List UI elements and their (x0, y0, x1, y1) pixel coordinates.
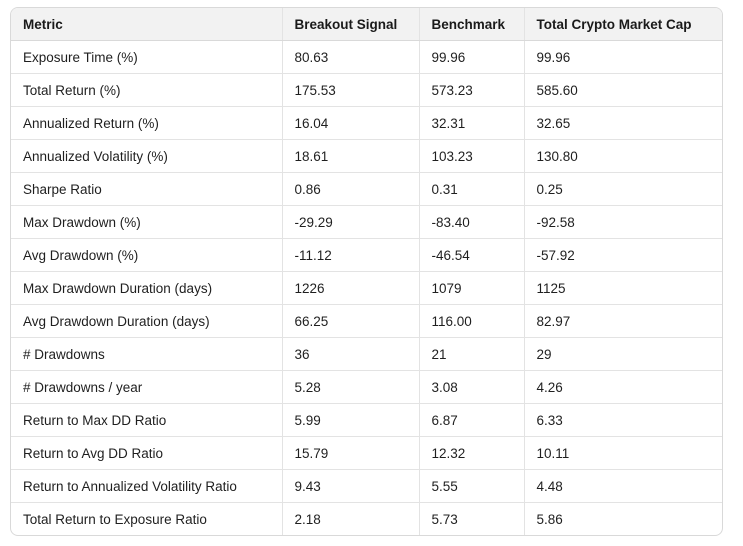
breakout-signal-cell: 18.61 (282, 139, 420, 173)
benchmark-cell: 5.55 (419, 469, 525, 503)
breakout-signal-cell: 5.28 (282, 370, 420, 404)
benchmark-cell: 32.31 (419, 106, 525, 140)
table-header: Metric Breakout Signal Benchmark Total C… (11, 8, 722, 41)
benchmark-cell: -83.40 (419, 205, 525, 239)
benchmark-cell: 12.32 (419, 436, 525, 470)
header-metric: Metric (11, 8, 283, 41)
metric-cell: # Drawdowns (11, 337, 283, 371)
total-crypto-market-cap-cell: 32.65 (524, 106, 722, 140)
table-row: Return to Max DD Ratio 5.99 6.87 6.33 (11, 403, 722, 437)
benchmark-cell: -46.54 (419, 238, 525, 272)
metric-cell: Total Return (%) (11, 73, 283, 107)
header-benchmark: Benchmark (419, 8, 525, 41)
table-row: Return to Avg DD Ratio 15.79 12.32 10.11 (11, 436, 722, 470)
metrics-table: Metric Breakout Signal Benchmark Total C… (11, 8, 722, 535)
table-row: Exposure Time (%) 80.63 99.96 99.96 (11, 40, 722, 74)
metric-cell: Total Return to Exposure Ratio (11, 502, 283, 535)
breakout-signal-cell: 15.79 (282, 436, 420, 470)
breakout-signal-cell: 36 (282, 337, 420, 371)
metrics-table-container: Metric Breakout Signal Benchmark Total C… (10, 7, 723, 536)
metric-cell: Max Drawdown (%) (11, 205, 283, 239)
total-crypto-market-cap-cell: 1125 (524, 271, 722, 305)
metric-cell: Annualized Return (%) (11, 106, 283, 140)
table-row: Annualized Return (%) 16.04 32.31 32.65 (11, 106, 722, 140)
table-body: Exposure Time (%) 80.63 99.96 99.96 Total Re… (11, 40, 722, 535)
metric-cell: # Drawdowns / year (11, 370, 283, 404)
table-row: Avg Drawdown (%) -11.12 -46.54 -57.92 (11, 238, 722, 272)
table-row: Avg Drawdown Duration (days) 66.25 116.00 8… (11, 304, 722, 338)
breakout-signal-cell: 5.99 (282, 403, 420, 437)
metric-cell: Sharpe Ratio (11, 172, 283, 206)
total-crypto-market-cap-cell: -92.58 (524, 205, 722, 239)
breakout-signal-cell: 66.25 (282, 304, 420, 338)
metric-cell: Return to Annualized Volatility Ratio (11, 469, 283, 503)
breakout-signal-cell: -11.12 (282, 238, 420, 272)
benchmark-cell: 103.23 (419, 139, 525, 173)
total-crypto-market-cap-cell: 99.96 (524, 40, 722, 74)
total-crypto-market-cap-cell: 6.33 (524, 403, 722, 437)
total-crypto-market-cap-cell: 4.48 (524, 469, 722, 503)
metric-cell: Avg Drawdown Duration (days) (11, 304, 283, 338)
benchmark-cell: 5.73 (419, 502, 525, 535)
metric-cell: Annualized Volatility (%) (11, 139, 283, 173)
table-row: Max Drawdown Duration (days) 1226 1079 1125 (11, 271, 722, 305)
benchmark-cell: 1079 (419, 271, 525, 305)
breakout-signal-cell: 16.04 (282, 106, 420, 140)
total-crypto-market-cap-cell: 82.97 (524, 304, 722, 338)
total-crypto-market-cap-cell: 4.26 (524, 370, 722, 404)
total-crypto-market-cap-cell: 10.11 (524, 436, 722, 470)
table-row: Annualized Volatility (%) 18.61 103.23 130.… (11, 139, 722, 173)
benchmark-cell: 6.87 (419, 403, 525, 437)
metric-cell: Exposure Time (%) (11, 40, 283, 74)
breakout-signal-cell: 0.86 (282, 172, 420, 206)
metric-cell: Avg Drawdown (%) (11, 238, 283, 272)
breakout-signal-cell: 1226 (282, 271, 420, 305)
total-crypto-market-cap-cell: 5.86 (536, 511, 563, 527)
table-row: Total Return to Exposure Ratio 2.18 5.73 5.… (11, 502, 722, 535)
table-row: # Drawdowns / year 5.28 3.08 4.26 (11, 370, 722, 404)
breakout-signal-cell: 175.53 (282, 73, 420, 107)
benchmark-cell: 21 (419, 337, 525, 371)
benchmark-cell: 99.96 (419, 40, 525, 74)
header-row: Metric Breakout Signal Benchmark Total C… (11, 8, 722, 41)
table-row: Max Drawdown (%) -29.29 -83.40 -92.58 (11, 205, 722, 239)
header-breakout-signal: Breakout Signal (282, 8, 420, 41)
breakout-signal-cell: 80.63 (282, 40, 420, 74)
total-crypto-market-cap-cell: 29 (524, 337, 722, 371)
total-crypto-market-cap-cell: 130.80 (524, 139, 722, 173)
breakout-signal-cell: 9.43 (282, 469, 420, 503)
benchmark-cell: 116.00 (419, 304, 525, 338)
metric-cell: Return to Avg DD Ratio (11, 436, 283, 470)
table-row: Total Return (%) 175.53 573.23 585.60 (11, 73, 722, 107)
breakout-signal-cell: -29.29 (282, 205, 420, 239)
table-row: Return to Annualized Volatility Ratio 9.4… (11, 469, 722, 503)
header-total-crypto-market-cap: Total Crypto Market Cap (524, 8, 722, 41)
total-crypto-market-cap-cell: -57.92 (524, 238, 722, 272)
breakout-signal-cell: 2.18 (282, 502, 420, 535)
benchmark-cell: 3.08 (419, 370, 525, 404)
benchmark-cell: 573.23 (419, 73, 525, 107)
total-crypto-market-cap-cell: 585.60 (524, 73, 722, 107)
metric-cell: Return to Max DD Ratio (11, 403, 283, 437)
metric-cell: Max Drawdown Duration (days) (11, 271, 283, 305)
total-crypto-market-cap-cell: 0.25 (524, 172, 722, 206)
table-row: Sharpe Ratio 0.86 0.31 0.25 (11, 172, 722, 206)
benchmark-cell: 0.31 (419, 172, 525, 206)
table-row: # Drawdowns 36 21 29 (11, 337, 722, 371)
